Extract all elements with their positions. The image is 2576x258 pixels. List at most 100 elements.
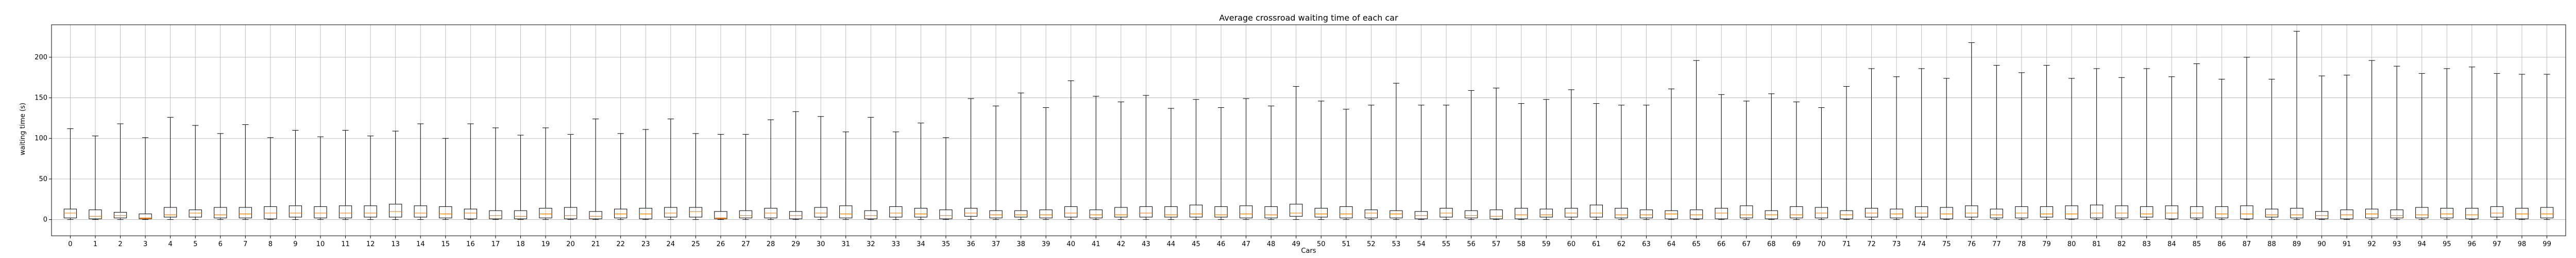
x-tick-label: 27 bbox=[741, 240, 750, 248]
iqr-box bbox=[1890, 208, 1903, 218]
x-tick-label: 8 bbox=[268, 240, 273, 248]
box-68 bbox=[1765, 93, 1778, 220]
box-83 bbox=[2140, 68, 2154, 220]
iqr-box bbox=[914, 208, 928, 218]
x-tick-label: 70 bbox=[1817, 240, 1826, 248]
x-tick-label: 97 bbox=[2493, 240, 2501, 248]
box-1 bbox=[89, 136, 102, 220]
y-tick-label: 50 bbox=[39, 175, 47, 183]
box-51 bbox=[1340, 109, 1353, 220]
box-69 bbox=[1790, 101, 1803, 220]
x-tick-label: 25 bbox=[691, 240, 700, 248]
x-tick-label: 62 bbox=[1617, 240, 1626, 248]
box-70 bbox=[1815, 107, 1828, 220]
iqr-box bbox=[1589, 204, 1603, 218]
box-71 bbox=[1840, 86, 1853, 220]
iqr-box bbox=[1940, 207, 1953, 219]
iqr-box bbox=[189, 209, 202, 218]
x-tick-label: 84 bbox=[2167, 240, 2176, 248]
x-tick-label: 39 bbox=[1042, 240, 1050, 248]
iqr-box bbox=[2490, 206, 2504, 218]
x-tick-label: 89 bbox=[2293, 240, 2301, 248]
x-tick-label: 18 bbox=[516, 240, 525, 248]
iqr-box bbox=[489, 210, 502, 219]
x-tick-label: 74 bbox=[1917, 240, 1926, 248]
x-tick-label: 51 bbox=[1342, 240, 1351, 248]
box-52 bbox=[1364, 105, 1378, 220]
x-tick-label: 49 bbox=[1292, 240, 1300, 248]
box-82 bbox=[2115, 77, 2128, 220]
iqr-box bbox=[2115, 205, 2128, 218]
box-61 bbox=[1589, 103, 1603, 220]
iqr-box bbox=[1039, 209, 1053, 218]
x-tick-label: 0 bbox=[68, 240, 72, 248]
iqr-box bbox=[1489, 209, 1503, 219]
box-3 bbox=[139, 137, 152, 220]
iqr-box bbox=[1565, 208, 1578, 218]
box-90 bbox=[2315, 75, 2329, 220]
iqr-box bbox=[1340, 206, 1353, 218]
iqr-box bbox=[464, 208, 477, 219]
x-tick-label: 50 bbox=[1317, 240, 1326, 248]
x-tick-label: 17 bbox=[492, 240, 500, 248]
x-tick-label: 99 bbox=[2543, 240, 2551, 248]
iqr-box bbox=[2190, 206, 2204, 218]
x-tick-label: 59 bbox=[1542, 240, 1551, 248]
x-tick-label: 11 bbox=[341, 240, 350, 248]
x-tick-label: 81 bbox=[2092, 240, 2101, 248]
x-tick-label: 29 bbox=[791, 240, 800, 248]
iqr-box bbox=[1290, 204, 1303, 217]
x-tick-label: 19 bbox=[541, 240, 550, 248]
x-tick-label: 32 bbox=[867, 240, 875, 248]
iqr-box bbox=[1089, 209, 1103, 218]
iqr-box bbox=[564, 207, 578, 219]
box-18 bbox=[514, 135, 528, 220]
x-tick-label: 69 bbox=[1792, 240, 1801, 248]
x-tick-label: 68 bbox=[1767, 240, 1776, 248]
box-76 bbox=[1965, 42, 1978, 220]
iqr-box bbox=[1715, 208, 1728, 219]
iqr-box bbox=[1865, 208, 1878, 218]
iqr-box bbox=[338, 205, 352, 218]
iqr-box bbox=[1014, 210, 1028, 218]
iqr-box bbox=[664, 207, 677, 218]
box-4 bbox=[164, 117, 177, 220]
x-tick-label: 95 bbox=[2443, 240, 2451, 248]
x-tick-label: 26 bbox=[717, 240, 725, 248]
x-tick-label: 22 bbox=[616, 240, 625, 248]
box-9 bbox=[289, 130, 302, 220]
x-tick-label: 57 bbox=[1492, 240, 1501, 248]
x-tick-label: 1 bbox=[93, 240, 97, 248]
box-32 bbox=[864, 117, 877, 220]
iqr-box bbox=[239, 207, 252, 218]
box-87 bbox=[2240, 57, 2253, 220]
x-tick-label: 96 bbox=[2468, 240, 2477, 248]
x-tick-label: 94 bbox=[2418, 240, 2427, 248]
x-tick-label: 24 bbox=[667, 240, 675, 248]
box-63 bbox=[1639, 105, 1653, 220]
x-tick-label: 55 bbox=[1442, 240, 1451, 248]
box-67 bbox=[1740, 101, 1753, 220]
x-tick-label: 93 bbox=[2393, 240, 2401, 248]
iqr-box bbox=[2140, 206, 2154, 218]
x-tick-label: 9 bbox=[293, 240, 297, 248]
box-11 bbox=[338, 130, 352, 220]
box-38 bbox=[1014, 92, 1028, 220]
iqr-box bbox=[139, 214, 152, 219]
iqr-box bbox=[2390, 209, 2403, 218]
iqr-box bbox=[989, 210, 1003, 218]
box-31 bbox=[839, 132, 853, 220]
x-tick-label: 38 bbox=[1016, 240, 1025, 248]
iqr-box bbox=[789, 211, 803, 219]
box-17 bbox=[489, 127, 502, 220]
x-tick-label: 35 bbox=[942, 240, 951, 248]
iqr-box bbox=[2540, 207, 2554, 218]
x-tick-label: 45 bbox=[1192, 240, 1200, 248]
x-tick-label: 85 bbox=[2193, 240, 2201, 248]
x-tick-label: 63 bbox=[1642, 240, 1651, 248]
box-44 bbox=[1164, 108, 1178, 220]
box-58 bbox=[1515, 103, 1528, 220]
box-55 bbox=[1439, 105, 1453, 220]
box-49 bbox=[1290, 86, 1303, 220]
x-tick-label: 37 bbox=[992, 240, 1001, 248]
